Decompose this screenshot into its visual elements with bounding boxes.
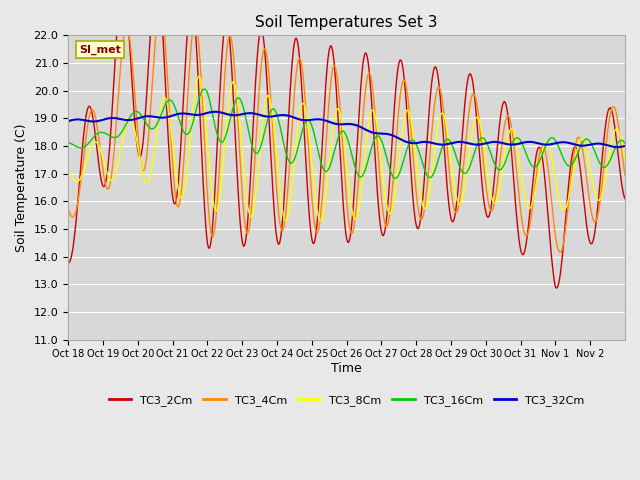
TC3_2Cm	[282, 177, 289, 183]
TC3_8Cm	[282, 218, 289, 224]
TC3_8Cm	[130, 122, 138, 128]
Text: SI_met: SI_met	[79, 45, 121, 55]
TC3_16Cm	[233, 96, 241, 102]
TC3_32Cm	[233, 112, 241, 118]
TC3_16Cm	[64, 140, 72, 145]
TC3_16Cm	[392, 176, 399, 181]
TC3_16Cm	[621, 140, 629, 146]
TC3_8Cm	[406, 110, 413, 116]
Line: TC3_2Cm: TC3_2Cm	[68, 0, 625, 288]
TC3_16Cm	[282, 147, 289, 153]
TC3_4Cm	[436, 85, 444, 91]
TC3_2Cm	[130, 101, 138, 107]
Line: TC3_16Cm: TC3_16Cm	[68, 89, 625, 179]
X-axis label: Time: Time	[332, 362, 362, 375]
TC3_32Cm	[64, 118, 72, 124]
TC3_2Cm	[233, 160, 241, 166]
TC3_16Cm	[406, 140, 413, 146]
Line: TC3_8Cm: TC3_8Cm	[68, 76, 625, 221]
TC3_32Cm	[282, 112, 289, 118]
TC3_4Cm	[233, 97, 241, 103]
TC3_8Cm	[195, 73, 203, 79]
TC3_32Cm	[613, 144, 621, 150]
TC3_4Cm	[157, 5, 164, 11]
TC3_32Cm	[260, 113, 268, 119]
TC3_32Cm	[436, 142, 444, 147]
TC3_8Cm	[64, 168, 72, 174]
TC3_32Cm	[405, 140, 413, 145]
TC3_8Cm	[260, 108, 268, 113]
TC3_8Cm	[621, 157, 629, 163]
TC3_4Cm	[64, 206, 72, 212]
TC3_16Cm	[130, 110, 138, 116]
TC3_2Cm	[436, 90, 444, 96]
TC3_2Cm	[553, 285, 561, 291]
Legend: TC3_2Cm, TC3_4Cm, TC3_8Cm, TC3_16Cm, TC3_32Cm: TC3_2Cm, TC3_4Cm, TC3_8Cm, TC3_16Cm, TC3…	[104, 391, 589, 410]
TC3_4Cm	[405, 101, 413, 107]
Line: TC3_32Cm: TC3_32Cm	[68, 112, 625, 147]
TC3_2Cm	[260, 42, 268, 48]
Title: Soil Temperatures Set 3: Soil Temperatures Set 3	[255, 15, 438, 30]
TC3_32Cm	[621, 143, 629, 149]
TC3_4Cm	[282, 215, 289, 221]
TC3_8Cm	[282, 218, 290, 224]
Line: TC3_4Cm: TC3_4Cm	[68, 8, 625, 252]
TC3_16Cm	[436, 149, 444, 155]
TC3_8Cm	[233, 90, 241, 96]
TC3_32Cm	[130, 117, 138, 122]
TC3_4Cm	[621, 172, 629, 178]
TC3_2Cm	[621, 196, 629, 202]
TC3_2Cm	[405, 134, 413, 140]
TC3_32Cm	[212, 109, 220, 115]
TC3_16Cm	[201, 86, 209, 92]
TC3_4Cm	[557, 250, 564, 255]
TC3_4Cm	[130, 75, 138, 81]
TC3_16Cm	[260, 131, 268, 136]
TC3_2Cm	[64, 260, 72, 266]
TC3_4Cm	[260, 46, 268, 52]
TC3_8Cm	[436, 112, 444, 118]
Y-axis label: Soil Temperature (C): Soil Temperature (C)	[15, 123, 28, 252]
